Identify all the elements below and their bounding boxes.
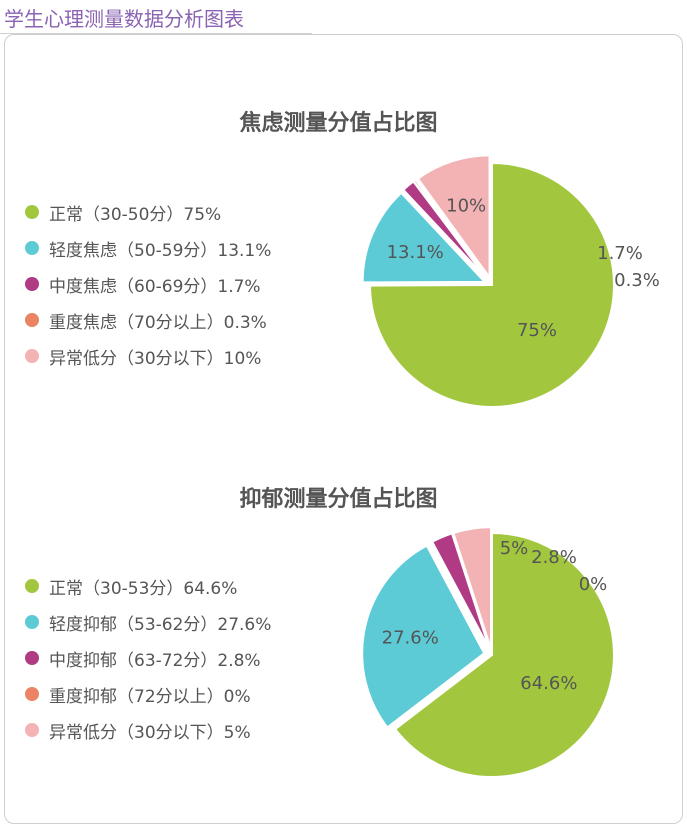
legend-dot — [25, 349, 39, 363]
legend-dot — [25, 723, 39, 737]
legend-item: 重度抑郁（72分以上）0% — [25, 676, 271, 712]
legend-item: 中度抑郁（63-72分）2.8% — [25, 640, 271, 676]
pie-data-label: 0% — [579, 574, 608, 595]
title-underline — [0, 33, 312, 34]
legend-label: 中度焦虑（60-69分）1.7% — [49, 276, 261, 297]
legend-item: 重度焦虑（70分以上）0.3% — [25, 302, 271, 338]
legend-dot — [25, 313, 39, 327]
pie-data-label: 1.7% — [597, 243, 643, 264]
anxiety-legend: 正常（30-50分）75% 轻度焦虑（50-59分）13.1% 中度焦虑（60-… — [25, 194, 271, 374]
pie-slice — [393, 531, 615, 778]
legend-label: 重度焦虑（70分以上）0.3% — [49, 312, 267, 333]
legend-label: 正常（30-50分）75% — [49, 204, 222, 225]
pie-slice — [361, 544, 486, 729]
anxiety-pie-chart: 75% 13.1% 1.7% 0.3% 10% — [361, 154, 660, 408]
pie-slice — [368, 161, 615, 408]
depression-pie-chart: 64.6% 27.6% 2.8%0% 5% — [361, 526, 615, 778]
legend-item: 异常低分（30分以下）10% — [25, 338, 271, 374]
pie-slice — [430, 532, 491, 650]
legend-label: 异常低分（30分以下）5% — [49, 722, 251, 743]
pie-slice — [412, 178, 489, 280]
pie-data-label: 27.6% — [382, 627, 439, 648]
legend-dot — [25, 651, 39, 665]
pie-data-label: 0.3% — [614, 270, 660, 291]
legend-dot — [25, 687, 39, 701]
chart-card: 焦虑测量分值占比图 正常（30-50分）75% 轻度焦虑（50-59分）13.1… — [4, 34, 683, 824]
legend-dot — [25, 241, 39, 255]
pie-data-label: 75% — [517, 320, 557, 341]
pie-data-label: 64.6% — [520, 673, 577, 694]
legend-item: 正常（30-50分）75% — [25, 194, 271, 230]
legend-label: 异常低分（30分以下）10% — [49, 348, 262, 369]
legend-item: 轻度抑郁（53-62分）27.6% — [25, 604, 271, 640]
legend-item: 异常低分（30分以下）5% — [25, 712, 271, 748]
legend-label: 轻度焦虑（50-59分）13.1% — [49, 240, 272, 261]
pie-slice — [361, 191, 487, 284]
legend-label: 轻度抑郁（53-62分）27.6% — [49, 614, 272, 635]
pie-data-label: 13.1% — [387, 242, 444, 263]
legend-item: 轻度焦虑（50-59分）13.1% — [25, 230, 271, 266]
legend-dot — [25, 579, 39, 593]
legend-dot — [25, 277, 39, 291]
depression-legend: 正常（30-53分）64.6% 轻度抑郁（53-62分）27.6% 中度抑郁（6… — [25, 568, 271, 748]
anxiety-chart-title: 焦虑测量分值占比图 — [239, 111, 438, 136]
pie-data-label: 10% — [446, 195, 486, 216]
page-title: 学生心理测量数据分析图表 — [4, 7, 244, 31]
pie-data-label: 2.8% — [531, 547, 577, 568]
depression-chart-title: 抑郁测量分值占比图 — [239, 487, 438, 512]
legend-label: 中度抑郁（63-72分）2.8% — [49, 650, 261, 671]
pie-data-label: 5% — [500, 538, 529, 559]
legend-label: 重度抑郁（72分以上）0% — [49, 686, 251, 707]
legend-label: 正常（30-53分）64.6% — [49, 578, 238, 599]
pie-slice — [416, 154, 491, 281]
legend-dot — [25, 615, 39, 629]
pie-slice — [452, 526, 493, 650]
legend-item: 正常（30-53分）64.6% — [25, 568, 271, 604]
legend-dot — [25, 205, 39, 219]
legend-item: 中度焦虑（60-69分）1.7% — [25, 266, 271, 302]
